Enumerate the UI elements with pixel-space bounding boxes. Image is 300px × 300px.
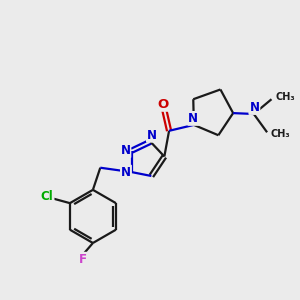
Text: CH₃: CH₃ — [275, 92, 295, 102]
Text: N: N — [147, 129, 157, 142]
Text: O: O — [157, 98, 169, 111]
Text: Cl: Cl — [41, 190, 53, 203]
Text: N: N — [188, 112, 198, 125]
Text: N: N — [120, 144, 130, 157]
Text: N: N — [249, 101, 260, 114]
Text: CH₃: CH₃ — [271, 129, 290, 139]
Text: N: N — [121, 166, 131, 178]
Text: F: F — [79, 253, 87, 266]
